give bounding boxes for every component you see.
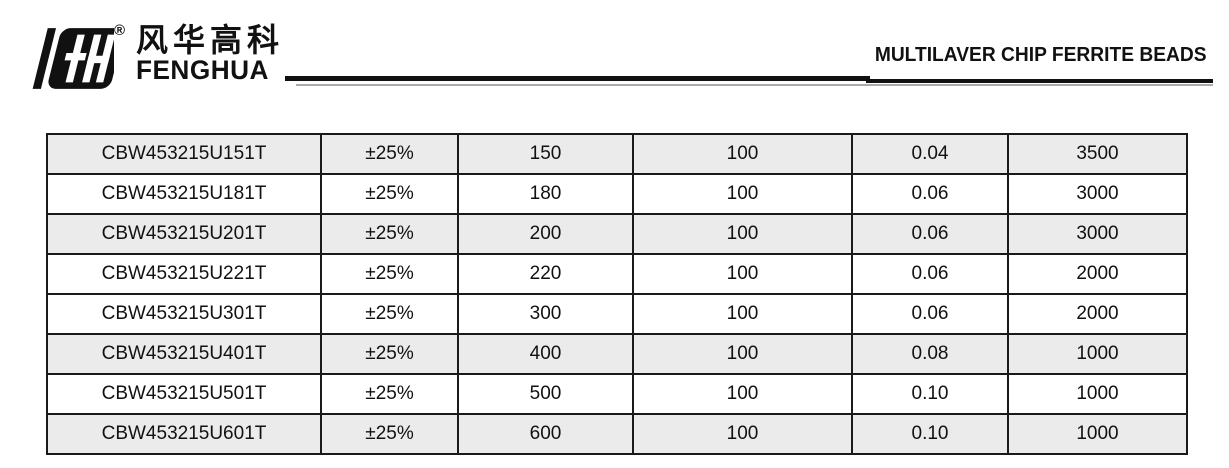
table-cell-part-number: CBW453215U501T [46,373,322,415]
table-cell: 2000 [1007,253,1188,295]
table-cell: 300 [457,293,634,335]
table-cell-part-number: CBW453215U401T [46,333,322,375]
table-cell: 400 [457,333,634,375]
page-title: MULTILAVER CHIP FERRITE BEADS [875,44,1207,66]
spec-table-body: CBW453215U151T ±25% 150 100 0.04 3500 CBW45321… [46,133,1188,455]
table-row: CBW453215U221T ±25% 220 100 0.06 2000 [46,253,1188,295]
table-cell: 3000 [1007,173,1188,215]
table-row: CBW453215U301T ±25% 300 100 0.06 2000 [46,293,1188,335]
table-cell: 0.06 [851,253,1009,295]
header-rule-shadow [296,84,1213,86]
table-cell: 2000 [1007,293,1188,335]
table-cell-part-number: CBW453215U151T [46,133,322,175]
table-row: CBW453215U501T ±25% 500 100 0.10 1000 [46,373,1188,415]
table-cell: ±25% [320,373,459,415]
table-cell: ±25% [320,413,459,455]
table-cell-part-number: CBW453215U181T [46,173,322,215]
table-row: CBW453215U401T ±25% 400 100 0.08 1000 [46,333,1188,375]
table-cell: 600 [457,413,634,455]
table-cell-part-number: CBW453215U601T [46,413,322,455]
table-cell: 220 [457,253,634,295]
spec-table: CBW453215U151T ±25% 150 100 0.04 3500 CBW45321… [46,133,1188,455]
table-cell: 0.06 [851,213,1009,255]
table-cell: 0.06 [851,293,1009,335]
table-cell: ±25% [320,213,459,255]
table-row: CBW453215U181T ±25% 180 100 0.06 3000 [46,173,1188,215]
header-rule-right [866,79,1213,83]
table-cell: ±25% [320,333,459,375]
brand-name-latin: FENGHUA [136,55,269,85]
table-cell: 100 [632,373,853,415]
table-cell: 180 [457,173,634,215]
table-cell: 0.10 [851,373,1009,415]
table-cell: ±25% [320,173,459,215]
table-cell: 100 [632,213,853,255]
table-row: CBW453215U201T ±25% 200 100 0.06 3000 [46,213,1188,255]
table-cell: 0.04 [851,133,1009,175]
table-cell: 1000 [1007,333,1188,375]
table-cell: ±25% [320,253,459,295]
table-cell: 200 [457,213,634,255]
table-cell: 100 [632,293,853,335]
table-cell: 0.08 [851,333,1009,375]
table-cell-part-number: CBW453215U301T [46,293,322,335]
brand-name-chinese: 风华高科 [136,22,285,58]
table-cell: 100 [632,133,853,175]
table-cell: 100 [632,253,853,295]
table-cell-part-number: CBW453215U201T [46,213,322,255]
table-cell: 3000 [1007,213,1188,255]
table-cell: 0.10 [851,413,1009,455]
table-cell: 150 [457,133,634,175]
registered-trademark-icon: ® [114,22,126,39]
table-cell: 500 [457,373,634,415]
table-cell: ±25% [320,293,459,335]
table-cell: 1000 [1007,373,1188,415]
table-cell: 3500 [1007,133,1188,175]
table-cell: ±25% [320,133,459,175]
table-row: CBW453215U601T ±25% 600 100 0.10 1000 [46,413,1188,455]
table-cell: 1000 [1007,413,1188,455]
table-cell: 100 [632,173,853,215]
table-cell-part-number: CBW453215U221T [46,253,322,295]
table-cell: 100 [632,333,853,375]
table-row: CBW453215U151T ±25% 150 100 0.04 3500 [46,133,1188,175]
header-rule-left [285,76,870,81]
table-cell: 0.06 [851,173,1009,215]
fenghua-logo-icon [32,28,114,89]
table-cell: 100 [632,413,853,455]
